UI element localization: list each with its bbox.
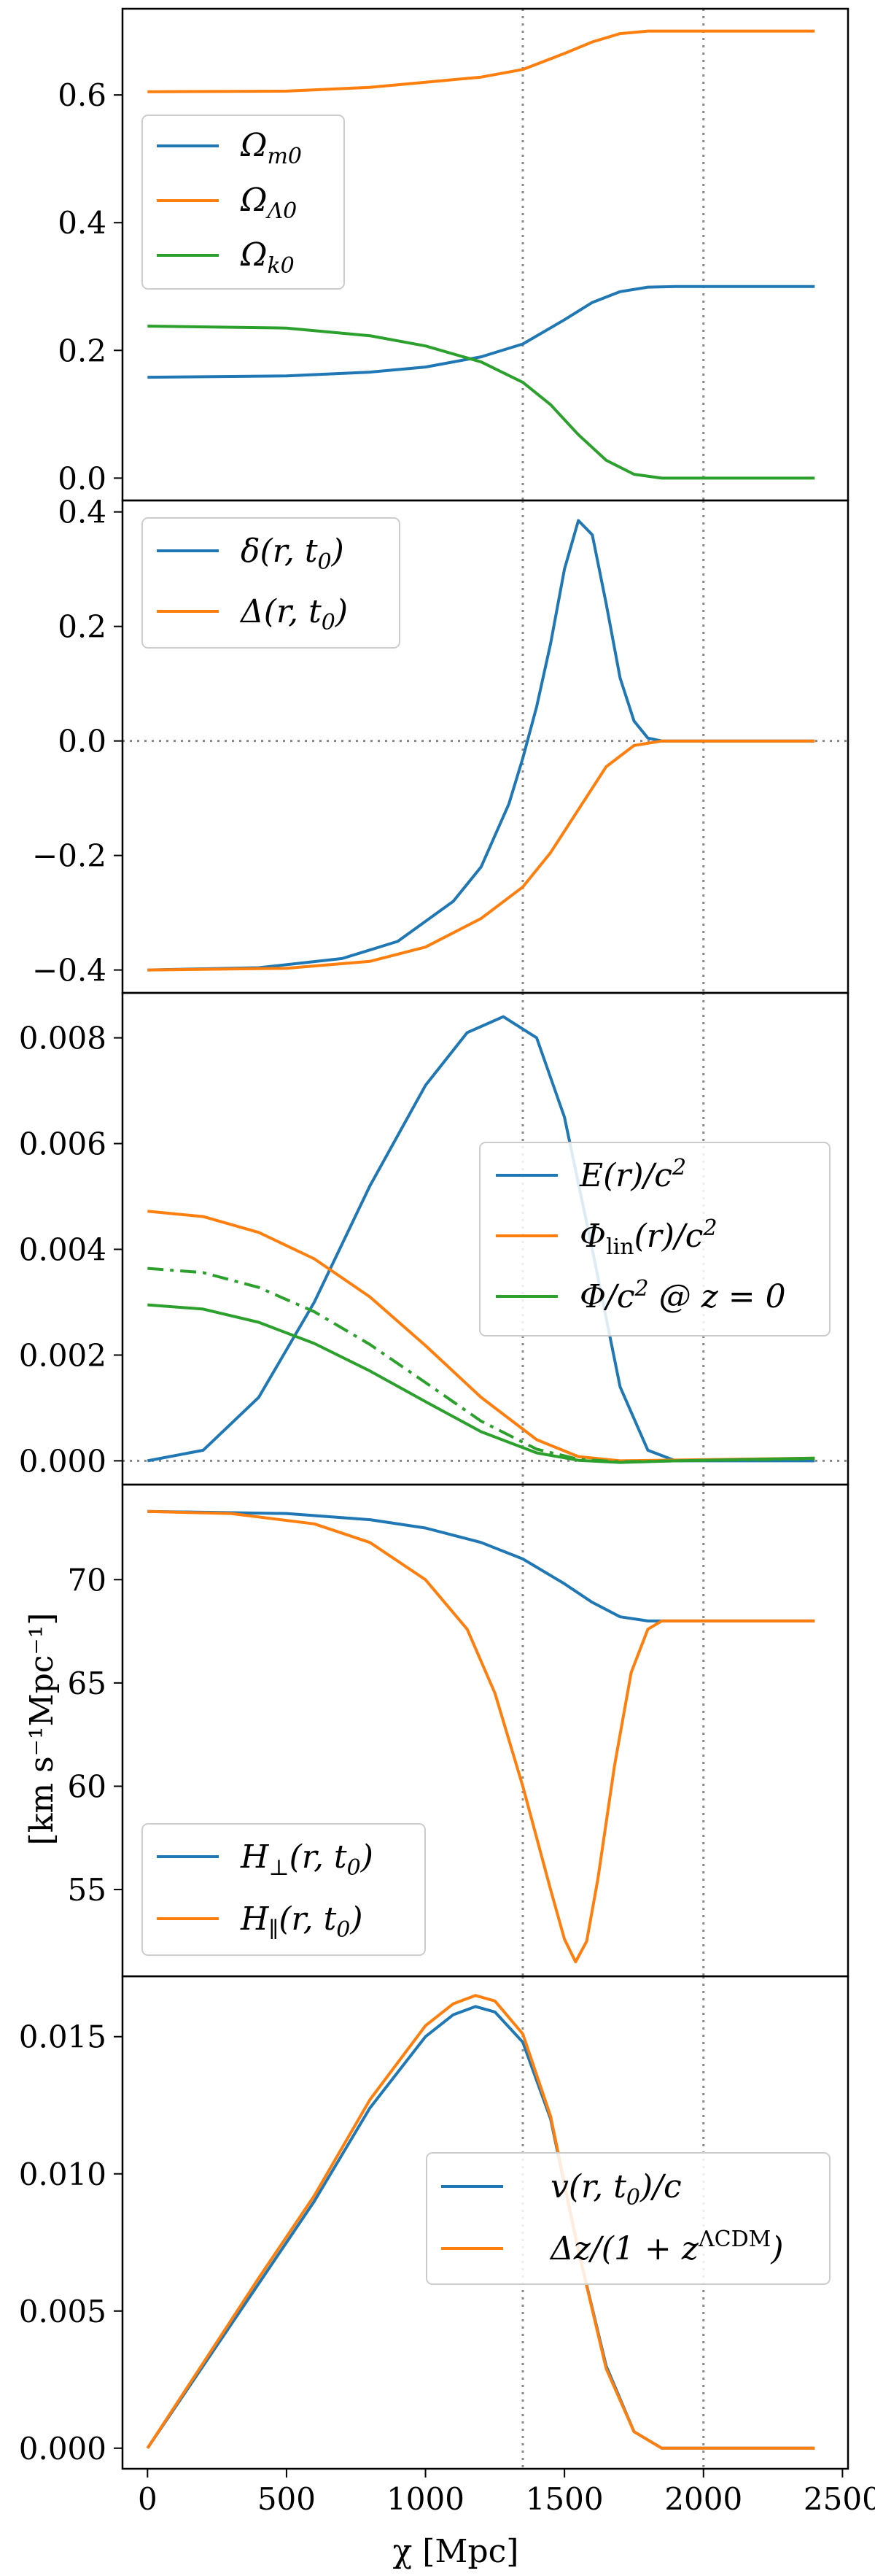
- y-axis-label-hubble: [km s⁻¹Mpc⁻¹]: [23, 1613, 61, 1846]
- legend-label-phi-z0: Φ/c2 @ z = 0: [580, 1276, 786, 1315]
- legend-box: [479, 1142, 831, 1337]
- xtick-label: 1000: [386, 2481, 464, 2517]
- legend-panel-1: Ωm0 ΩΛ0 Ωk0: [141, 115, 345, 290]
- ytick-label: 0.000: [19, 2431, 106, 2467]
- ytick-label: 0.6: [58, 77, 106, 113]
- xtick-label: 500: [257, 2481, 316, 2517]
- legend-box: [141, 115, 345, 290]
- ytick-label: −0.4: [32, 953, 106, 989]
- ytick-label: 0.015: [19, 2019, 106, 2055]
- ytick-label: 60: [68, 1768, 106, 1804]
- ytick-label: 0.000: [19, 1443, 106, 1479]
- legend-label-delta-z: Δz/(1 + zΛCDM): [549, 2227, 784, 2267]
- legend-label-phi-lin: Φlin(r)/c2: [580, 1215, 718, 1260]
- legend-panel-3: E(r)/c2 Φlin(r)/c2 Φ/c2 @ z = 0: [479, 1142, 831, 1337]
- ytick-label: −0.2: [32, 838, 106, 874]
- legend-panel-4: H⊥(r, t0) H∥(r, t0): [141, 1823, 426, 1956]
- series-line-omega-m0: [147, 285, 815, 379]
- series-line-Delta: [147, 739, 815, 972]
- ytick-label: 0.005: [19, 2294, 106, 2329]
- xtick-label: 1500: [526, 2481, 604, 2517]
- panel-3-ytick-group: 0.000 0.002 0.004 0.006 0.008: [19, 1021, 122, 1479]
- series-line-phi-dashdot: [147, 1266, 815, 1463]
- ytick-label: 0.2: [58, 609, 106, 645]
- legend-label-velocity: v(r, t0)/c: [551, 2168, 682, 2211]
- series-line-omega-lambda0: [147, 29, 815, 93]
- panel-5-frame: [121, 1975, 849, 2470]
- series-line-h-par: [147, 1509, 815, 1964]
- x-axis-label: χ [Mpc]: [393, 2533, 519, 2570]
- ytick-label: 65: [68, 1666, 106, 1701]
- legend-box: [426, 2152, 831, 2285]
- panel-1-ytick-group: 0.0 0.2 0.4 0.6: [58, 77, 122, 496]
- ytick-label: 0.0: [58, 724, 106, 759]
- ytick-label: 0.4: [58, 495, 106, 530]
- legend-panel-5: v(r, t0)/c Δz/(1 + zΛCDM): [426, 2152, 831, 2285]
- panel-potential: 0.000 0.002 0.004 0.006 0.008 E(r)/c2 Φl…: [19, 991, 849, 1486]
- series-line-omega-k0: [147, 325, 815, 480]
- series-line-h-perp: [147, 1509, 815, 1622]
- panel-hubble: 55 60 65 70 [km s⁻¹Mpc⁻¹] H⊥(r, t0) H∥(r…: [23, 1483, 849, 1978]
- panel-5-ytick-group: 0.000 0.005 0.010 0.015: [19, 2019, 122, 2467]
- ytick-label: 70: [68, 1562, 106, 1598]
- ytick-label: 0.4: [58, 205, 106, 241]
- xtick-label: 0: [138, 2481, 158, 2517]
- series-line-delta: [147, 519, 815, 972]
- series-line-phi-lin: [147, 1210, 815, 1463]
- panel-2-ytick-group: −0.4 −0.2 0.0 0.2 0.4: [32, 495, 122, 989]
- ytick-label: 55: [68, 1872, 106, 1908]
- panel-velocity: 0.000 0.005 0.010 0.015 v(r, t0)/c Δz/(1…: [19, 1975, 849, 2470]
- ytick-label: 0.008: [19, 1021, 106, 1056]
- ytick-label: 0.002: [19, 1337, 106, 1373]
- xtick-label: 2000: [664, 2481, 742, 2517]
- x-axis: 0 500 1000 1500 2000 2500 χ [Mpc]: [138, 2469, 875, 2570]
- ytick-label: 0.006: [19, 1126, 106, 1162]
- series-line-energy: [147, 1015, 815, 1463]
- legend-panel-2: δ(r, t0) Δ(r, t0): [141, 517, 400, 649]
- xtick-label: 2500: [804, 2481, 875, 2517]
- ytick-label: 0.010: [19, 2157, 106, 2192]
- legend-label-h-perp: H⊥(r, t0): [240, 1838, 373, 1881]
- ytick-label: 0.0: [58, 460, 106, 496]
- panel-4-ytick-group: 55 60 65 70: [68, 1562, 122, 1908]
- panel-omega: 0.0 0.2 0.4 0.6 Ωm0 ΩΛ0 Ωk0: [58, 7, 849, 502]
- legend-label-energy: E(r)/c2: [579, 1155, 686, 1194]
- series-line-delta-z: [146, 1994, 815, 2450]
- legend-label-h-par: H∥(r, t0): [240, 1900, 363, 1943]
- panel-density: −0.4 −0.2 0.0 0.2 0.4 δ(r, t0) Δ(r, t0): [32, 495, 849, 994]
- ytick-label: 0.004: [19, 1231, 106, 1267]
- ytick-label: 0.2: [58, 333, 106, 368]
